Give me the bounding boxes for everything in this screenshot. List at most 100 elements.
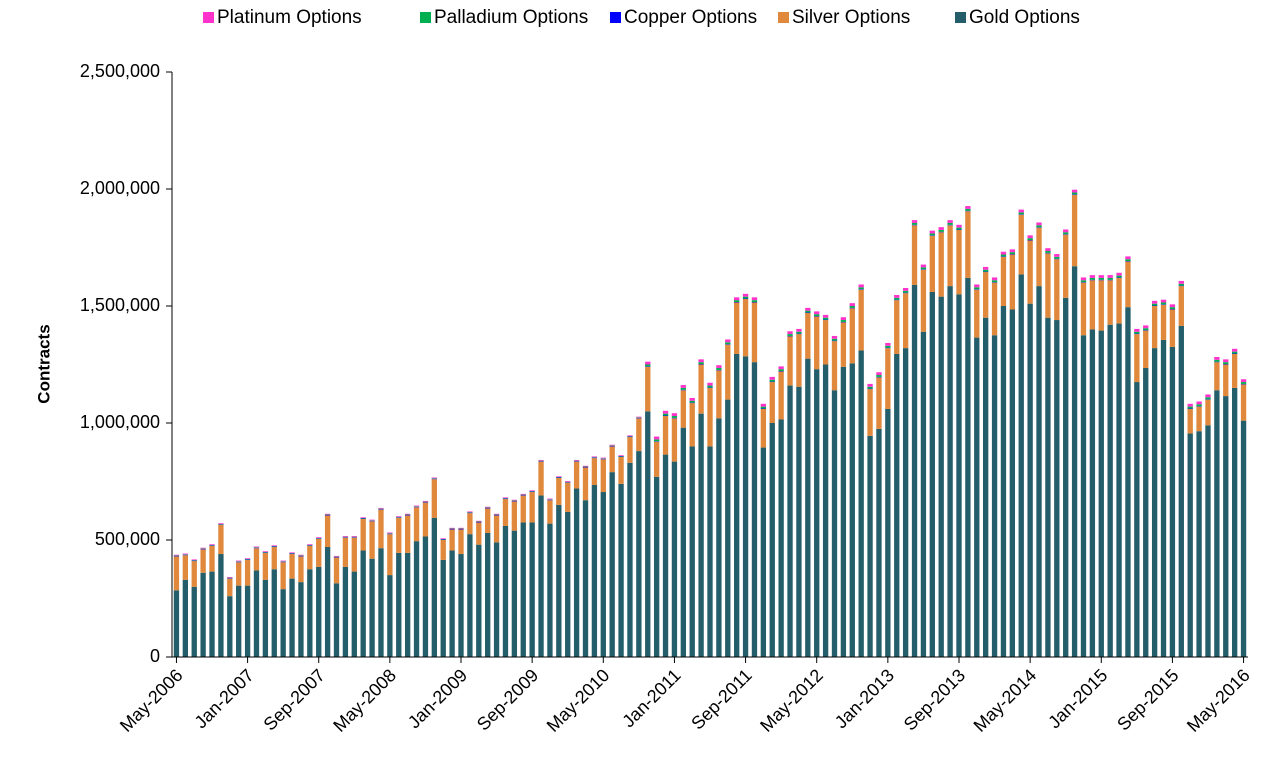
bar-segment [476,544,482,657]
bar-segment [778,419,784,657]
bar-segment [734,302,740,354]
bar-segment [662,415,669,455]
bar-segment [1045,248,1051,252]
bar-segment [342,566,349,657]
y-tick-label: 2,500,000 [80,61,160,81]
bar-segment [680,390,686,428]
bar-segment [760,403,767,407]
bar-segment [814,369,820,657]
bar-segment [1018,209,1024,213]
bar-segment [582,467,589,501]
bar-segment [1240,382,1247,384]
bar-segment [520,495,526,523]
bar-segment [965,206,971,209]
x-tick-label: Sep-2013 [900,665,969,734]
bar-segment [289,554,295,579]
bar-segment [182,555,189,580]
bar-segment [1018,274,1024,657]
bar-segment [404,513,411,515]
bar-segment [280,560,286,562]
bar-segment [991,280,998,283]
bar-segment [556,504,562,657]
bar-segment [689,446,695,657]
bar-segment [1240,420,1247,657]
bar-segment [1134,382,1140,657]
bar-segment [1205,399,1211,426]
y-tick-label: 1,000,000 [80,412,160,432]
bar-segment [956,227,962,230]
bar-segment [1205,397,1211,400]
bar-segment [822,314,829,318]
bar-segment [1231,351,1238,354]
bar-segment [333,557,340,584]
bar-segment [867,435,873,657]
bar-segment [1045,251,1051,253]
bar-segment [751,300,758,303]
bar-segment [929,233,935,236]
bar-segment [876,372,882,376]
bar-segment [467,513,473,535]
bar-segment [938,227,944,230]
bar-segment [1125,261,1131,308]
bar-segment [1214,357,1220,360]
bar-segment [1187,408,1193,434]
bar-segment [316,566,322,657]
bar-segment [974,287,980,290]
bar-segment [974,289,980,338]
bar-segment [876,377,882,429]
bar-segment [280,562,286,590]
bar-segment [1231,387,1238,657]
x-tick-label: Sep-2015 [1113,665,1182,734]
bar-segment [662,413,669,416]
bar-segment [1036,286,1042,657]
bar-segment [600,492,606,657]
bar-segment [1178,286,1184,326]
bar-segment [1160,339,1167,657]
bar-segment [671,418,678,462]
bar-segment [991,335,998,657]
bar-segment [253,570,260,657]
bar-segment [493,513,500,515]
bar-segment [316,538,322,567]
legend-label: Copper Options [624,7,757,28]
bar-segment [476,520,482,522]
bar-segment [787,334,793,336]
bar-segment [840,317,847,321]
legend-swatch [955,12,966,23]
bar-segment [529,522,535,657]
bar-segment [734,353,740,657]
x-tick-label: May-2012 [756,665,827,736]
bar-segment [1000,256,1007,306]
bar-segment [1169,346,1176,657]
bar-segment [236,585,242,657]
bar-segment [316,537,322,538]
bar-segment [200,547,206,549]
bar-segment [920,331,927,657]
bar-segment [698,359,704,363]
bar-segment [1009,252,1016,255]
bar-segment [769,379,775,382]
bar-segment [173,590,180,657]
bar-segment [680,387,686,390]
bar-segment [983,272,989,318]
bar-segment [689,400,695,403]
bar-segment [369,521,375,559]
bar-segment [1134,331,1140,334]
bar-segment [796,334,802,387]
bar-segment [920,267,927,270]
bar-segment [689,403,695,447]
bar-segment [404,552,411,657]
bar-segment [636,451,642,657]
bar-segment [858,350,864,657]
bar-segment [751,297,758,301]
bar-segment [618,456,624,484]
bar-segment [511,499,518,501]
bar-segment [1187,433,1193,657]
bar-segment [929,230,935,234]
bar-segment [378,507,384,509]
bar-segment [227,578,233,597]
x-tick-label: Jan-2007 [191,665,258,732]
bar-segment [849,363,855,657]
bar-segment [707,382,713,386]
bar-segment [974,337,980,657]
